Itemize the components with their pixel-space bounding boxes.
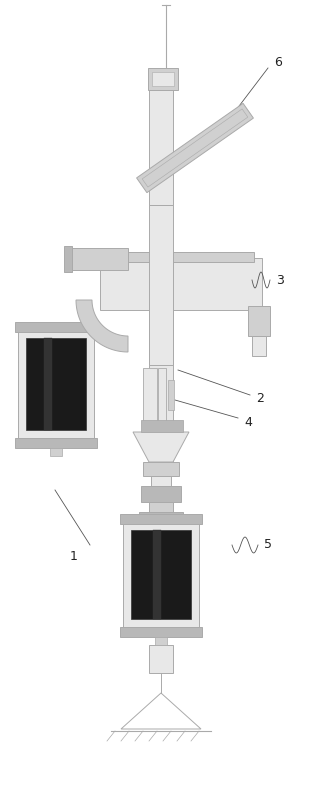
- Bar: [148, 68, 178, 90]
- Bar: [131, 530, 191, 619]
- Bar: [100, 258, 262, 310]
- Text: 1: 1: [70, 550, 78, 563]
- Bar: [15, 438, 97, 448]
- Bar: [26, 338, 86, 430]
- Text: 4: 4: [244, 416, 252, 429]
- Bar: [108, 252, 254, 262]
- Text: 2: 2: [256, 392, 264, 405]
- Bar: [149, 502, 173, 512]
- Bar: [120, 514, 202, 524]
- Text: 5: 5: [264, 539, 272, 551]
- Bar: [149, 205, 173, 365]
- Bar: [64, 246, 72, 272]
- Bar: [149, 645, 173, 673]
- Bar: [18, 330, 94, 438]
- Bar: [120, 627, 202, 637]
- Bar: [151, 476, 171, 486]
- Bar: [248, 306, 270, 336]
- Bar: [168, 380, 174, 410]
- Text: 3: 3: [276, 274, 284, 286]
- Bar: [143, 462, 179, 476]
- Bar: [153, 530, 161, 619]
- Bar: [149, 310, 173, 470]
- Polygon shape: [76, 300, 128, 352]
- Bar: [44, 338, 52, 430]
- Bar: [158, 368, 166, 423]
- Polygon shape: [137, 104, 253, 192]
- Bar: [50, 448, 62, 456]
- Bar: [15, 322, 97, 332]
- Bar: [143, 368, 157, 423]
- Bar: [68, 248, 128, 270]
- Bar: [149, 90, 173, 205]
- Text: 6: 6: [274, 57, 282, 69]
- Polygon shape: [133, 432, 189, 462]
- Bar: [141, 420, 183, 432]
- Bar: [155, 637, 167, 645]
- Bar: [152, 72, 174, 86]
- Bar: [139, 512, 183, 522]
- Bar: [141, 486, 181, 502]
- Bar: [252, 336, 266, 356]
- Bar: [123, 522, 199, 627]
